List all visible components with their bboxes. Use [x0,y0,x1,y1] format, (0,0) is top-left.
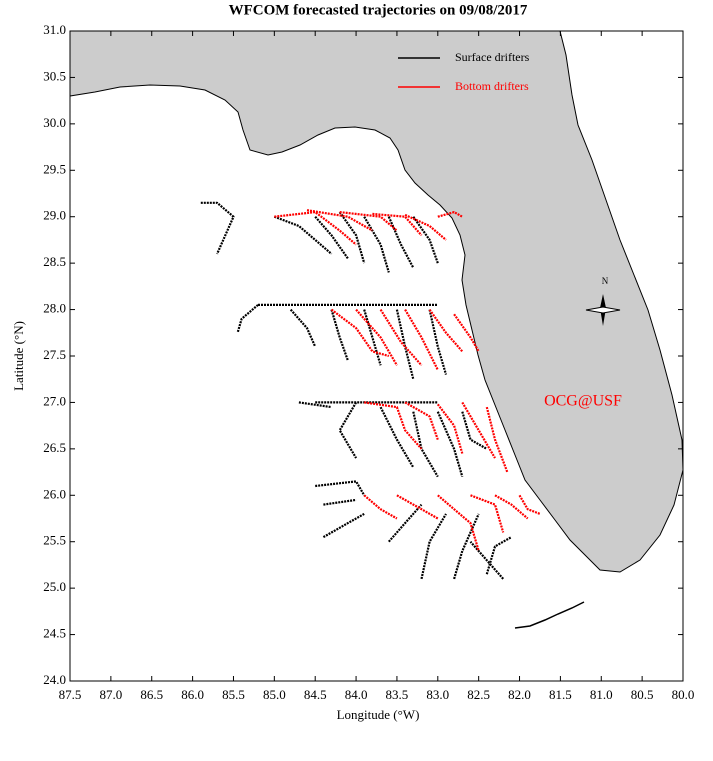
y-axis-label: Latitude (°N) [11,321,26,391]
trajectory [485,536,512,575]
trajectory [306,209,373,232]
trajectory [330,309,349,361]
x-tick-label: 85.5 [222,687,245,702]
y-tick-label: 30.5 [43,68,66,83]
trajectory [436,403,464,454]
y-tick-label: 26.5 [43,440,66,455]
trajectory [437,211,463,218]
compass-ew [585,306,621,314]
x-tick-label: 80.0 [672,687,695,702]
trajectory [387,503,423,543]
trajectory [412,411,439,478]
trajectory [469,540,505,580]
trajectory [518,494,541,515]
y-tick-label: 29.0 [43,208,66,223]
trajectory [330,308,390,358]
trajectory [315,480,366,496]
compass: N [585,276,621,326]
trajectory [339,211,398,232]
trajectory [395,309,415,380]
trajectory [412,216,439,264]
x-tick-label: 87.5 [59,687,82,702]
trajectory [379,406,415,468]
trajectory [485,406,509,473]
trajectory [236,304,259,334]
y-tick-label: 31.0 [43,22,66,37]
compass-label: N [602,276,609,286]
trajectory [453,313,480,352]
x-tick-label: 86.5 [140,687,163,702]
y-tick-label: 29.5 [43,161,66,176]
trajectory [379,309,423,367]
y-tick-label: 24.0 [43,672,66,687]
y-tick-label: 28.5 [43,254,66,269]
chart-title: WFCOM forecasted trajectories on 09/08/2… [229,2,528,18]
trajectory [404,401,439,440]
trajectory [387,216,415,269]
y-tick-label: 25.0 [43,579,66,594]
florida-land [69,30,684,573]
trajectory [494,494,529,520]
y-tick-label: 28.0 [43,301,66,316]
trajectory [338,211,366,264]
trajectory [436,411,464,478]
x-tick-label: 85.0 [263,687,286,702]
y-tick-label: 24.5 [43,626,66,641]
trajectory [372,212,423,237]
trajectory [273,215,333,255]
x-tick-label: 80.5 [631,687,654,702]
legend-label: Surface drifters [455,50,530,64]
x-tick-label: 84.5 [304,687,327,702]
x-tick-label: 83.5 [386,687,409,702]
trajectory [289,308,317,348]
trajectory [404,213,447,241]
keys [514,601,585,629]
x-tick-label: 83.0 [426,687,449,702]
x-tick-label: 84.0 [345,687,368,702]
trajectory [396,494,439,520]
trajectory [420,513,447,580]
trajectory [355,308,398,366]
x-tick-label: 87.0 [99,687,122,702]
trajectory [323,498,357,506]
x-tick-label: 86.0 [181,687,204,702]
trajectory [200,201,235,255]
y-tick-label: 25.5 [43,533,66,548]
trajectory [274,211,357,246]
x-tick-label: 81.5 [549,687,572,702]
y-tick-label: 30.0 [43,115,66,130]
y-tick-label: 27.0 [43,393,66,408]
x-tick-label: 82.5 [467,687,490,702]
x-tick-label: 81.0 [590,687,613,702]
y-tick-label: 26.0 [43,486,66,501]
trajectory [314,215,349,260]
trajectory [461,401,496,459]
y-tick-label: 27.5 [43,347,66,362]
land [69,30,684,629]
trajectory [453,513,480,580]
trajectory [363,216,390,273]
trajectory [461,411,488,450]
trajectory [363,309,382,366]
trajectory [298,401,332,409]
trajectory [322,512,365,539]
x-tick-label: 82.0 [508,687,531,702]
legend-label: Bottom drifters [455,79,529,93]
trajectory [364,401,423,450]
trajectory [470,494,505,533]
trajectory [428,308,464,353]
x-axis-label: Longitude (°W) [337,707,420,722]
trajectory [404,309,439,371]
annotation: OCG@USF [544,393,622,410]
trajectory [428,309,448,375]
trajectory [338,401,358,459]
trajectory [437,494,480,552]
trajectory [363,494,398,520]
